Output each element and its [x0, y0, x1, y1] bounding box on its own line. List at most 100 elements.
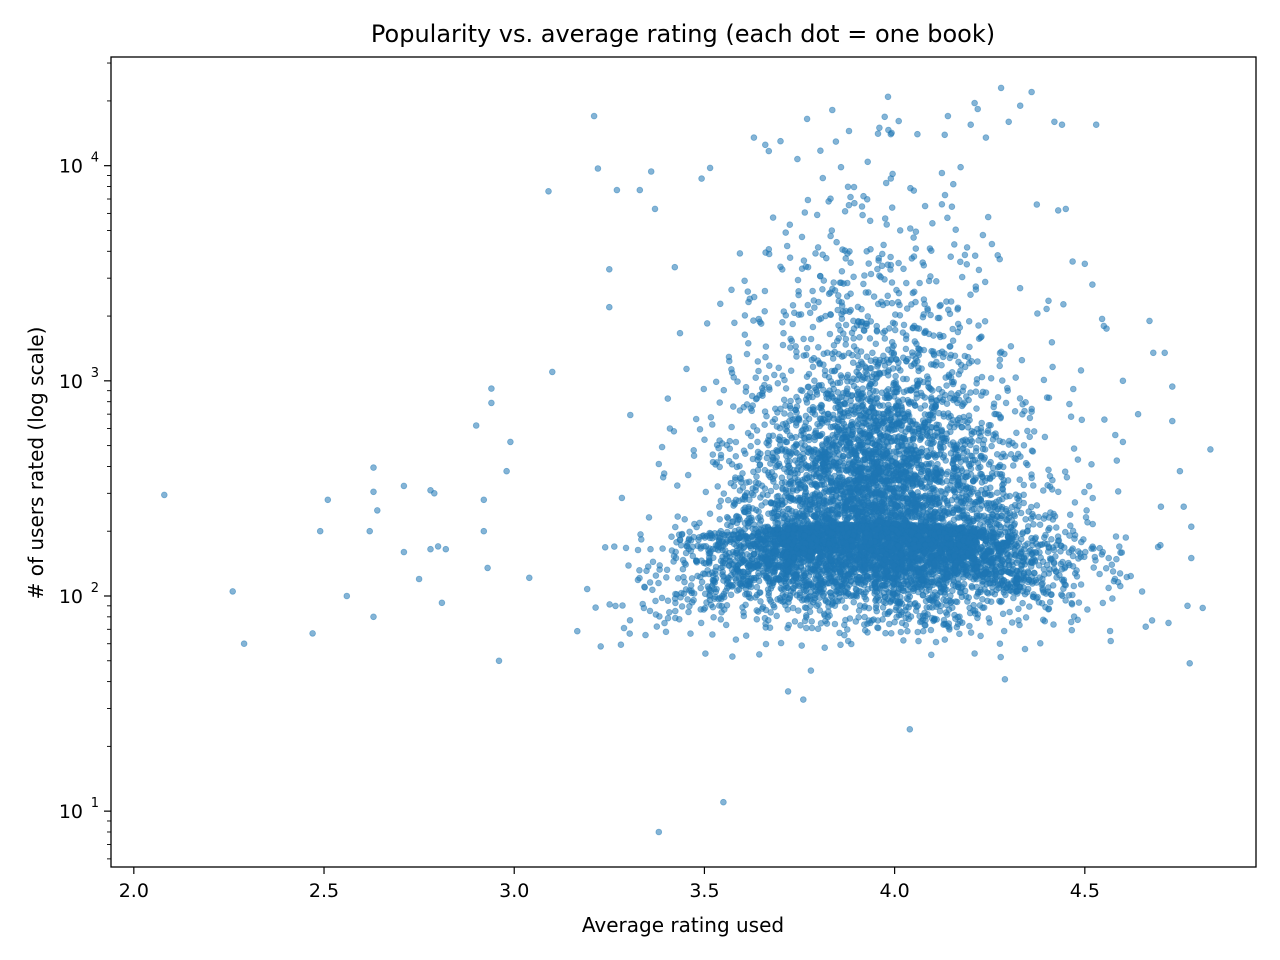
data-point: [815, 600, 822, 608]
data-point: [1037, 639, 1044, 647]
data-point: [788, 434, 796, 442]
data-point: [1028, 405, 1035, 413]
data-point: [956, 258, 964, 266]
data-point: [849, 359, 857, 367]
data-point: [1085, 482, 1093, 490]
data-point: [761, 421, 768, 429]
data-point: [963, 244, 971, 251]
data-point: [819, 251, 826, 259]
data-point: [902, 345, 910, 353]
data-point: [695, 536, 702, 544]
data-point: [862, 289, 870, 296]
data-point: [753, 607, 760, 614]
data-point: [1028, 447, 1036, 455]
data-point: [842, 335, 850, 343]
data-point: [944, 214, 951, 222]
data-point: [732, 452, 740, 460]
data-point: [781, 410, 788, 417]
data-point: [1002, 399, 1010, 407]
data-point: [619, 602, 626, 609]
data-point: [626, 616, 634, 624]
data-point: [637, 531, 644, 538]
data-point: [769, 432, 777, 440]
data-point: [825, 198, 832, 205]
data-point: [777, 639, 785, 647]
data-point: [1065, 591, 1073, 599]
data-point: [867, 270, 875, 278]
data-point: [787, 367, 795, 375]
data-point: [1045, 297, 1052, 305]
data-point: [741, 331, 749, 339]
data-point: [622, 544, 630, 552]
data-point: [816, 607, 824, 614]
data-point: [1034, 310, 1041, 317]
data-point: [889, 365, 897, 372]
data-point: [724, 496, 732, 504]
data-point: [975, 322, 982, 329]
data-point: [798, 642, 805, 649]
data-point: [1015, 617, 1022, 624]
data-point: [846, 248, 853, 255]
data-point: [846, 615, 854, 622]
data-point: [819, 174, 827, 182]
data-point: [991, 410, 998, 418]
data-point: [879, 604, 887, 611]
data-point: [786, 254, 794, 262]
data-point: [973, 379, 980, 387]
data-point: [791, 618, 799, 625]
data-point: [753, 615, 761, 623]
data-point: [874, 300, 882, 308]
data-point: [720, 386, 728, 394]
data-point: [1045, 584, 1052, 591]
data-point: [979, 231, 987, 239]
data-point: [716, 515, 723, 523]
data-point: [752, 374, 759, 382]
data-point: [795, 291, 802, 299]
data-point: [804, 383, 812, 391]
data-point: [671, 263, 679, 271]
data-point: [843, 385, 851, 392]
data-point: [804, 301, 812, 309]
data-point: [674, 513, 681, 520]
data-point: [974, 358, 981, 365]
data-point: [671, 607, 679, 615]
data-point: [830, 341, 838, 349]
data-point: [902, 279, 910, 287]
data-point: [1055, 488, 1062, 496]
data-point: [834, 379, 841, 387]
data-point: [640, 604, 648, 612]
data-point: [841, 208, 849, 215]
data-point: [883, 221, 890, 228]
data-point: [993, 489, 1001, 497]
data-point: [708, 569, 716, 576]
data-point: [606, 601, 613, 608]
data-point: [1021, 645, 1029, 653]
data-point: [801, 209, 809, 216]
data-point: [828, 106, 836, 114]
data-point: [1020, 491, 1027, 499]
data-point: [773, 612, 780, 620]
data-point: [813, 211, 821, 219]
data-point: [808, 618, 815, 625]
data-point: [767, 487, 775, 495]
data-point: [757, 598, 764, 605]
data-point: [828, 227, 836, 234]
data-point: [971, 252, 979, 260]
data-point: [896, 227, 904, 234]
data-point: [762, 343, 770, 350]
data-point: [972, 447, 980, 455]
data-point: [773, 423, 781, 430]
data-point: [783, 242, 791, 250]
data-point: [762, 353, 769, 361]
data-point: [1003, 384, 1011, 392]
data-point: [833, 238, 840, 246]
data-point: [864, 158, 871, 166]
data-point: [842, 604, 849, 611]
data-point: [664, 614, 672, 622]
data-point: [525, 574, 533, 582]
data-point: [792, 448, 799, 456]
data-point: [826, 330, 834, 338]
data-point: [1090, 564, 1097, 571]
data-point: [1017, 453, 1024, 460]
data-point: [958, 423, 965, 431]
